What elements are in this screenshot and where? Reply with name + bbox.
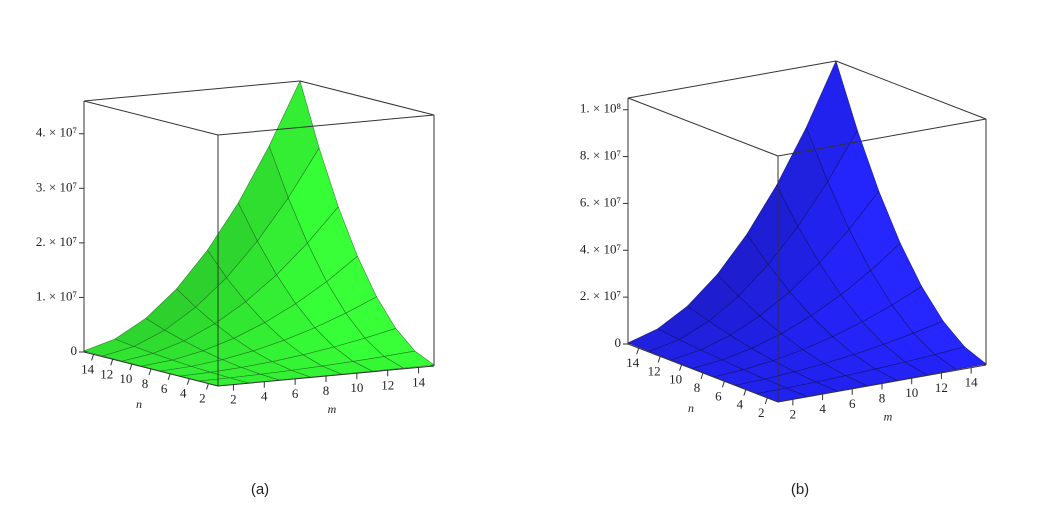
y-tick (764, 397, 768, 405)
y-tick (110, 359, 114, 366)
x-tick-label: 6 (849, 396, 856, 411)
x-tick-label: 8 (879, 390, 886, 405)
x-tick-label: 12 (935, 380, 948, 395)
y-tick-label: 12 (100, 366, 113, 381)
caption: (a) (251, 481, 269, 498)
z-tick-label: 0 (615, 335, 622, 350)
y-tick (148, 368, 152, 376)
x-tick-label: 6 (292, 386, 299, 401)
y-tick (636, 347, 640, 355)
y-tick (679, 364, 683, 371)
y-tick (186, 378, 190, 385)
y-tick (700, 372, 704, 380)
z-tick-label: 0 (71, 343, 78, 358)
y-tick-label: 14 (81, 361, 95, 376)
y-tick-label: 2 (758, 405, 765, 420)
x-tick-label: 14 (965, 375, 979, 390)
x-tick-label: 10 (350, 380, 363, 395)
y-axis-title: n (688, 401, 694, 415)
x-tick-label: 14 (412, 374, 426, 389)
box-edge (83, 80, 301, 102)
y-tick-label: 6 (715, 388, 722, 403)
x-tick-label: 2 (790, 406, 797, 421)
y-tick (91, 354, 95, 361)
box-edge (83, 100, 219, 136)
z-tick-label: 1. × 10⁷ (36, 288, 77, 303)
y-tick-label: 4 (737, 397, 744, 412)
y-axis-title: n (136, 397, 142, 411)
box-edge (299, 80, 435, 116)
box-edge (627, 97, 779, 157)
box-edge (217, 114, 435, 136)
y-tick-label: 4 (180, 386, 187, 401)
y-tick-label: 8 (142, 376, 149, 391)
x-tick-label: 12 (381, 377, 394, 392)
x-tick-label: 4 (261, 389, 268, 404)
box-edge (777, 118, 987, 157)
z-tick-label: 4. × 10⁷ (580, 241, 621, 256)
z-tick-label: 4. × 10⁷ (36, 125, 77, 140)
y-tick (721, 381, 725, 388)
x-tick-label: 10 (905, 385, 918, 400)
z-tick-label: 2. × 10⁷ (36, 234, 77, 249)
y-tick-label: 6 (161, 381, 168, 396)
box-edge (627, 60, 837, 99)
caption: (b) (791, 481, 809, 498)
y-tick (205, 383, 209, 390)
z-tick-label: 6. × 10⁷ (580, 194, 621, 209)
z-tick-label: 2. × 10⁷ (580, 288, 621, 303)
z-tick-label: 8. × 10⁷ (580, 148, 621, 163)
z-tick-label: 1. × 10⁸ (580, 101, 622, 116)
y-tick-label: 10 (119, 371, 132, 386)
y-tick (167, 373, 171, 381)
y-tick (657, 356, 661, 363)
x-tick-label: 8 (323, 383, 330, 398)
z-tick-label: 3. × 10⁷ (36, 179, 77, 194)
y-tick-label: 8 (694, 380, 701, 395)
box-edge (835, 60, 987, 120)
x-tick-label: 4 (819, 401, 826, 416)
x-tick-label: 2 (230, 392, 237, 407)
y-tick-label: 14 (626, 355, 640, 370)
y-tick-label: 2 (199, 391, 206, 406)
y-tick-label: 12 (648, 363, 661, 378)
y-tick (129, 363, 133, 371)
y-tick-label: 10 (669, 372, 682, 387)
x-axis-title: m (884, 409, 893, 423)
y-tick (743, 389, 747, 396)
x-axis-title: m (328, 402, 337, 416)
